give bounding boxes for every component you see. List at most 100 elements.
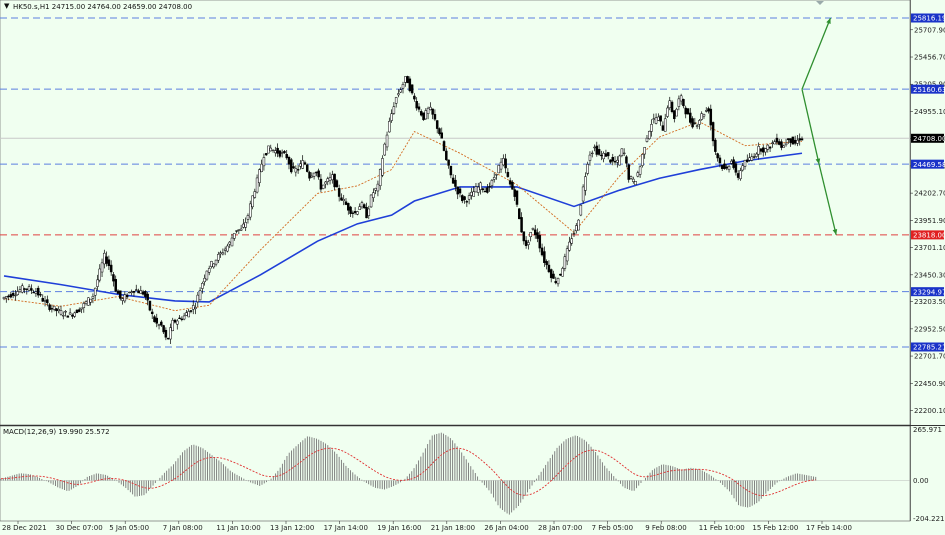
projection-arrow[interactable] (818, 164, 837, 236)
candle-body (513, 189, 516, 197)
candle-body (545, 261, 548, 266)
candle-body (401, 84, 405, 89)
candle-body (666, 107, 669, 117)
candle-body (449, 165, 453, 176)
candle-body (30, 288, 33, 291)
candle-body (647, 131, 651, 140)
candle-body (23, 288, 26, 290)
candle-body (743, 160, 747, 167)
candle-body (296, 169, 300, 171)
x-tick-label: 17 Jan 14:00 (324, 524, 368, 532)
candle-body (474, 186, 478, 193)
level-label-box (911, 230, 944, 240)
candle-body (641, 154, 644, 166)
candle-body (668, 100, 672, 109)
candle-body (52, 305, 56, 310)
candle-body (684, 107, 687, 115)
x-tick-label: 5 Jan 05:00 (109, 524, 149, 532)
candle-body (759, 148, 763, 152)
candle-body (561, 268, 564, 277)
candle-body (91, 296, 95, 299)
macd-axis-zero: 0.00 (913, 477, 929, 485)
x-tick-label: 9 Feb 08:00 (645, 524, 686, 532)
candle-body (595, 145, 599, 155)
candle-body (629, 176, 633, 179)
candle-body (388, 121, 391, 133)
candle-body (397, 93, 400, 96)
level-label-pivot: 24469.58 (913, 161, 945, 169)
candle-body (20, 285, 24, 293)
candle-body (374, 188, 377, 191)
candle-body (616, 159, 619, 163)
candle-body (203, 277, 206, 283)
candle-body (709, 108, 713, 126)
candle-body (689, 112, 692, 123)
candle-body (148, 300, 152, 311)
candle-body (404, 76, 407, 83)
candle-body (775, 137, 779, 143)
candle-body (761, 147, 765, 153)
candle-body (173, 319, 177, 323)
candle-body (682, 99, 685, 107)
candle-body (438, 128, 441, 135)
candle-body (337, 188, 341, 197)
candle-body (556, 278, 560, 285)
candle-body (365, 207, 368, 219)
candle-body (347, 203, 350, 211)
candle-body (730, 160, 733, 164)
candle-body (66, 315, 70, 318)
projection-arrow[interactable] (801, 89, 820, 165)
candle-body (75, 309, 79, 314)
candle-body (169, 327, 172, 340)
shift-marker-icon[interactable] (816, 1, 824, 5)
candle-body (321, 184, 325, 189)
x-tick-label: 30 Dec 07:00 (56, 524, 103, 532)
projection-arrow[interactable] (801, 17, 832, 90)
candle-body (663, 118, 667, 132)
candle-body (383, 143, 387, 156)
candle-body (2, 296, 6, 300)
candle-body (741, 165, 744, 171)
candle-body (798, 138, 801, 141)
candle-body (736, 173, 740, 178)
candle-body (472, 191, 475, 197)
candle-body (294, 168, 298, 173)
candle-body (219, 252, 222, 255)
candle-body (433, 114, 437, 120)
candle-body (467, 195, 471, 200)
level-label-resistance: 25816.19 (913, 15, 945, 23)
candle-body (410, 84, 414, 94)
candle-body (707, 108, 710, 112)
candle-body (114, 278, 117, 292)
candle-body (128, 291, 131, 294)
candle-body (82, 303, 86, 308)
candle-body (581, 186, 585, 202)
candle-body (116, 290, 120, 294)
candle-body (483, 190, 487, 193)
candle-body (549, 269, 553, 279)
candle-body (367, 208, 371, 216)
candle-body (661, 125, 665, 131)
header-triangle[interactable]: ▼ (4, 2, 10, 10)
candle-body (524, 240, 528, 246)
candle-body (264, 153, 268, 156)
level-label-support: 23294.97 (913, 288, 945, 296)
x-tick-label: 13 Jan 12:00 (270, 524, 314, 532)
candle-body (9, 294, 13, 298)
candle-body (344, 201, 348, 205)
candle-body (679, 95, 683, 102)
candle-body (506, 171, 510, 177)
candle-body (310, 175, 314, 178)
candle-body (793, 139, 797, 144)
candle-body (260, 163, 263, 172)
candle-body (552, 273, 555, 279)
candle-body (269, 147, 273, 152)
candle-body (394, 97, 398, 104)
level-label-box (911, 159, 944, 169)
candle-body (531, 228, 535, 230)
candle-body (191, 305, 195, 310)
candle-body (109, 264, 113, 273)
candle-body (645, 137, 649, 142)
